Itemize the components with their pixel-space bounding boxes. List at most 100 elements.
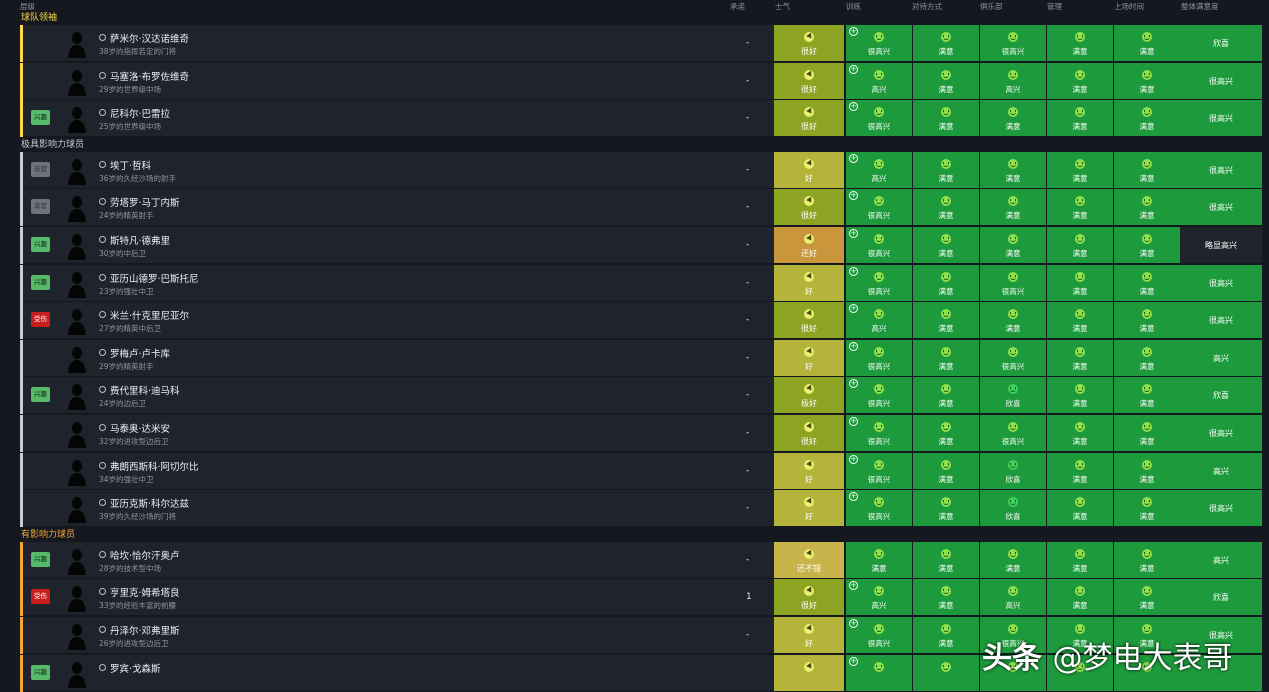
player-info-cell[interactable]: [23, 490, 774, 528]
training-cell[interactable]: + 很高兴: [846, 377, 913, 415]
overall-cell[interactable]: 很高兴: [1180, 490, 1263, 528]
player-name[interactable]: 亚历山德罗·巴斯托尼: [99, 271, 199, 285]
management-cell[interactable]: 满意: [1047, 415, 1114, 452]
player-info-cell[interactable]: [23, 151, 774, 189]
management-cell[interactable]: 满意: [1047, 377, 1114, 415]
player-info-cell[interactable]: [23, 654, 774, 692]
management-cell[interactable]: 满意: [1047, 25, 1114, 62]
player-name-text[interactable]: 尼科尔·巴雷拉: [110, 109, 171, 121]
management-cell[interactable]: 满意: [1047, 100, 1114, 138]
player-row[interactable]: 受伤 亨里克·姆希塔良 33岁的经验丰富的前腰 1 很好 + 高兴 满意 高兴 满意 满意 欣喜: [0, 579, 1269, 617]
treatment-cell[interactable]: 满意: [913, 151, 980, 189]
status-badge[interactable]: 非官: [31, 161, 50, 177]
morale-cell[interactable]: 极好: [774, 377, 845, 415]
group-header[interactable]: 有影响力球员: [21, 529, 76, 540]
club-cell[interactable]: 满意: [980, 227, 1047, 264]
overall-cell[interactable]: 欣喜: [1180, 377, 1263, 415]
player-name[interactable]: 丹泽尔·邓弗里斯: [99, 623, 180, 637]
player-info-cell[interactable]: [23, 264, 774, 302]
morale-cell[interactable]: 还不错: [774, 541, 845, 579]
player-row[interactable]: 兴趣 斯特凡·德弗里 30岁的中后卫 - 还好 + 很高兴 满意 满意 满意 满意 略显高兴: [0, 227, 1269, 264]
player-row[interactable]: 兴趣 尼科尔·巴雷拉 25岁的世界级中场 - 很好 + 很高兴 满意 满意 满意 满意 很高兴: [0, 100, 1269, 138]
player-info-cell[interactable]: [23, 541, 774, 579]
player-name-text[interactable]: 弗朗西斯科·阿切尔比: [110, 461, 199, 473]
status-badge[interactable]: 受伤: [31, 312, 50, 328]
player-row[interactable]: 马泰奥·达米安 32岁的进攻型边后卫 - 很好 + 很高兴 满意 很高兴 满意 满意 很高兴: [0, 415, 1269, 452]
player-row[interactable]: 兴趣 罗宾·戈森斯 +: [0, 654, 1269, 692]
player-info-cell[interactable]: [23, 579, 774, 617]
player-row[interactable]: 兴趣 哈坎·恰尔汗奥卢 28岁的技术型中场 - 还不错 满意 满意 满意 满意 满意 高兴: [0, 541, 1269, 579]
club-cell[interactable]: 满意: [980, 302, 1047, 340]
training-cell[interactable]: + 很高兴: [846, 189, 913, 227]
player-info-cell[interactable]: [23, 452, 774, 490]
status-badge[interactable]: 兴趣: [31, 110, 50, 126]
playtime-cell[interactable]: 满意: [1114, 189, 1181, 227]
player-name[interactable]: 亚历克斯·科尔达兹: [99, 496, 189, 510]
player-info-cell[interactable]: [23, 617, 774, 654]
treatment-cell[interactable]: 满意: [913, 100, 980, 138]
player-row[interactable]: 兴趣 费代里科·迪马科 24岁的边后卫 - 极好 + 很高兴 满意 欣喜 满意 满意 欣喜: [0, 377, 1269, 415]
training-cell[interactable]: + 很高兴: [846, 339, 913, 377]
management-cell[interactable]: 满意: [1047, 62, 1114, 100]
player-name[interactable]: 罗宾·戈森斯: [99, 661, 161, 675]
player-name[interactable]: 哈坎·恰尔汗奥卢: [99, 548, 180, 562]
management-cell[interactable]: 满意: [1047, 189, 1114, 227]
treatment-cell[interactable]: 满意: [913, 264, 980, 302]
morale-cell[interactable]: 很好: [774, 25, 845, 62]
club-cell[interactable]: 很高兴: [980, 339, 1047, 377]
player-name-text[interactable]: 哈坎·恰尔汗奥卢: [110, 550, 180, 562]
morale-cell[interactable]: 好: [774, 339, 845, 377]
training-cell[interactable]: + 很高兴: [846, 617, 913, 654]
management-cell[interactable]: 满意: [1047, 490, 1114, 528]
status-badge[interactable]: 兴趣: [31, 237, 50, 252]
management-cell[interactable]: 满意: [1047, 339, 1114, 377]
col-playtime[interactable]: 上场时间: [1114, 2, 1144, 11]
playtime-cell[interactable]: 满意: [1114, 227, 1181, 264]
training-cell[interactable]: + 高兴: [846, 302, 913, 340]
player-name[interactable]: 劳塔罗·马丁内斯: [99, 195, 180, 209]
player-name-text[interactable]: 斯特凡·德弗里: [110, 236, 171, 247]
playtime-cell[interactable]: 满意: [1114, 452, 1181, 490]
treatment-cell[interactable]: 满意: [913, 189, 980, 227]
player-row[interactable]: 马塞洛·布罗佐维奇 29岁的世界级中场 - 很好 + 高兴 满意 高兴 满意 满意 很高兴: [0, 62, 1269, 100]
training-cell[interactable]: + 很高兴: [846, 227, 913, 264]
morale-cell[interactable]: 好: [774, 452, 845, 490]
status-badge[interactable]: 兴趣: [31, 274, 50, 290]
morale-cell[interactable]: 很好: [774, 100, 845, 138]
player-row[interactable]: 非官 埃丁·哲科 36岁的久经沙场的射手 - 好 + 高兴 满意 满意 满意 满意 很高兴: [0, 151, 1269, 189]
treatment-cell[interactable]: 满意: [913, 541, 980, 579]
player-info-cell[interactable]: [23, 415, 774, 452]
overall-cell[interactable]: 很高兴: [1180, 617, 1263, 654]
player-info-cell[interactable]: [23, 100, 774, 138]
overall-cell[interactable]: 很高兴: [1180, 415, 1263, 452]
playtime-cell[interactable]: 满意: [1114, 302, 1181, 340]
club-cell[interactable]: 欣喜: [980, 452, 1047, 490]
overall-cell[interactable]: 略显高兴: [1180, 227, 1263, 264]
playtime-cell[interactable]: 满意: [1114, 579, 1181, 617]
club-cell[interactable]: 很高兴: [980, 264, 1047, 302]
morale-cell[interactable]: 很好: [774, 579, 845, 617]
player-row[interactable]: 弗朗西斯科·阿切尔比 34岁的强壮中卫 - 好 + 很高兴 满意 欣喜 满意 满意 高兴: [0, 452, 1269, 490]
player-name-text[interactable]: 埃丁·哲科: [110, 160, 152, 172]
player-name[interactable]: 米兰·什克里尼亚尔: [99, 308, 189, 322]
club-cell[interactable]: 很高兴: [980, 415, 1047, 452]
treatment-cell[interactable]: 满意: [913, 415, 980, 452]
status-badge[interactable]: 兴趣: [31, 551, 50, 567]
playtime-cell[interactable]: 满意: [1114, 62, 1181, 100]
treatment-cell[interactable]: 满意: [913, 339, 980, 377]
overall-cell[interactable]: 高兴: [1180, 339, 1263, 377]
status-badge[interactable]: 兴趣: [31, 664, 50, 680]
status-badge[interactable]: 非官: [31, 199, 50, 215]
player-name-text[interactable]: 丹泽尔·邓弗里斯: [110, 626, 180, 637]
overall-cell[interactable]: 很高兴: [1180, 302, 1263, 340]
treatment-cell[interactable]: 满意: [913, 579, 980, 617]
col-overall[interactable]: 整体满意度: [1181, 2, 1219, 11]
club-cell[interactable]: 高兴: [980, 62, 1047, 100]
player-name-text[interactable]: 亚历克斯·科尔达兹: [110, 499, 190, 511]
overall-cell[interactable]: 很高兴: [1180, 62, 1263, 100]
management-cell[interactable]: 满意: [1047, 227, 1114, 264]
overall-cell[interactable]: 欣喜: [1180, 579, 1263, 617]
treatment-cell[interactable]: 满意: [913, 490, 980, 528]
overall-cell[interactable]: 很高兴: [1180, 264, 1263, 302]
col-training[interactable]: 训练: [846, 2, 861, 11]
